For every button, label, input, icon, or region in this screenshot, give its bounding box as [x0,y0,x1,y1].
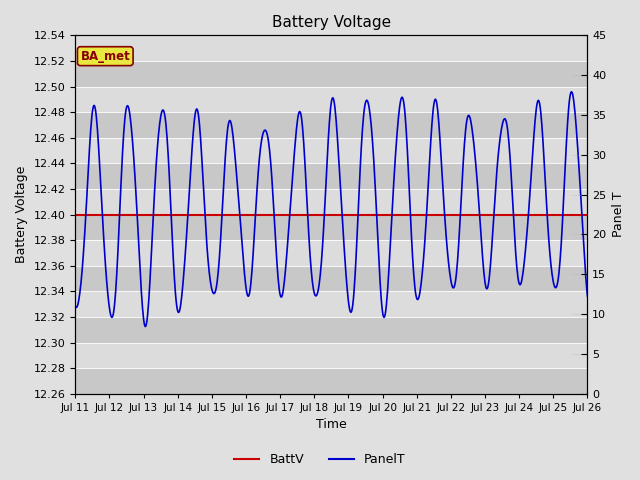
Bar [76,138,588,163]
Bar [76,86,588,112]
Bar [76,343,588,368]
Bar [76,240,588,266]
Bar [76,36,588,61]
Bar [76,368,588,394]
Title: Battery Voltage: Battery Voltage [272,15,391,30]
Legend: BattV, PanelT: BattV, PanelT [229,448,411,471]
Bar [76,291,588,317]
Text: BA_met: BA_met [81,49,130,63]
Bar [76,112,588,138]
Bar [76,317,588,343]
Y-axis label: Panel T: Panel T [612,192,625,238]
X-axis label: Time: Time [316,419,347,432]
Bar [76,215,588,240]
Bar [76,189,588,215]
Bar [76,266,588,291]
Bar [76,61,588,86]
Y-axis label: Battery Voltage: Battery Voltage [15,166,28,263]
Bar [76,163,588,189]
